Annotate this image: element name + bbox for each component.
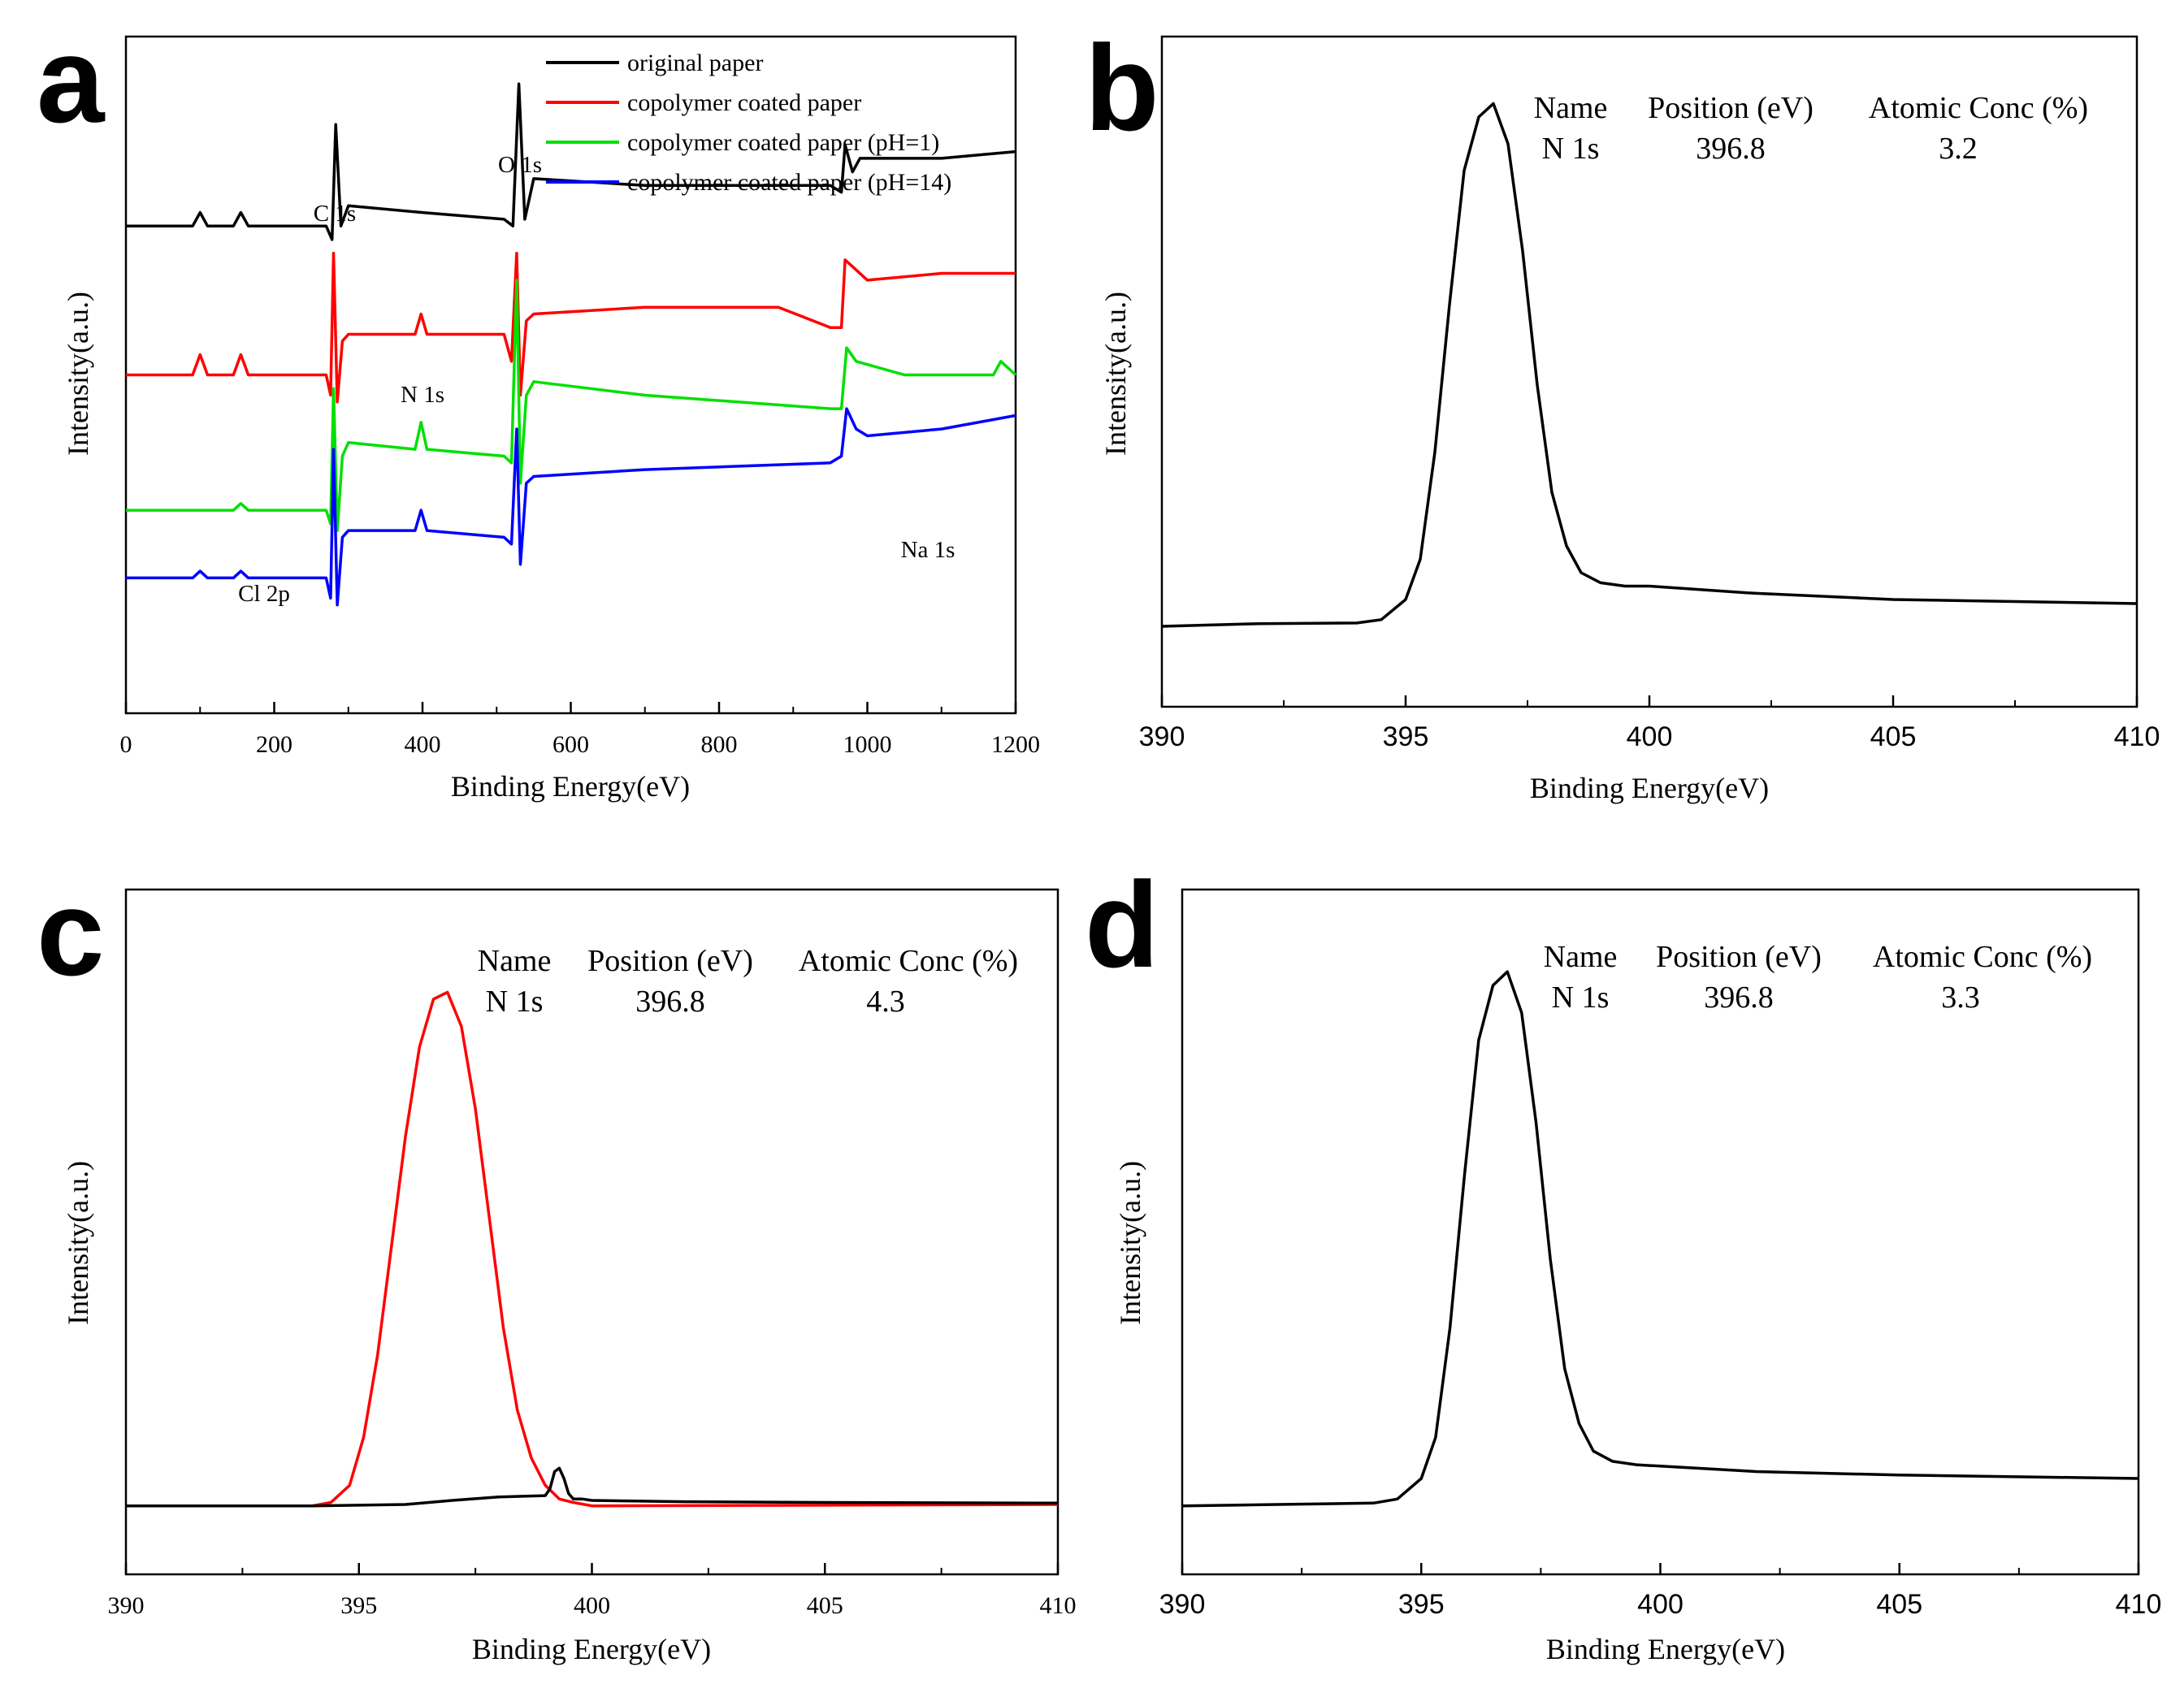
x-axis-b: 390 395 400 405 410 [1139,695,2160,752]
series-line-a-2 [126,279,1017,532]
x-tick-label-b-0: 390 [1139,721,1185,752]
panel-a: a 0 200 400 600 800 1000 1200 Binding Energy(e… [37,11,1040,803]
table-cell-position-d: 396.8 [1704,981,1774,1015]
x-tick-label-b-4: 410 [2114,721,2160,752]
y-axis-title-d: Intensity(a.u.) [1114,1161,1146,1325]
series-group-d [1181,970,2139,1508]
y-axis-title-b: Intensity(a.u.) [1099,292,1132,456]
series-line-d-0 [1181,970,2139,1508]
panel-letter-a: a [37,11,106,148]
x-tick-label-a-4: 800 [701,731,738,758]
table-header-conc-d: Atomic Conc (%) [1873,940,2092,974]
x-axis-title-b: Binding Energy(eV) [1530,772,1769,804]
x-tick-label-b-2: 400 [1627,721,1673,752]
x-tick-label-c-4: 410 [1040,1592,1077,1619]
series-group-a [126,82,1017,607]
panel-letter-b: b [1085,19,1159,156]
x-tick-label-b-3: 405 [1870,721,1917,752]
legend-label-ph14: copolymer coated paper (pH=14) [627,169,951,196]
x-tick-label-d-2: 400 [1637,1589,1684,1620]
x-tick-label-d-3: 405 [1876,1589,1922,1620]
x-tick-label-d-0: 390 [1159,1589,1206,1620]
x-tick-label-c-3: 405 [807,1592,843,1619]
table-header-position-b: Position (eV) [1648,91,1814,125]
x-tick-label-b-1: 395 [1383,721,1429,752]
info-table-c: Name Position (eV) Atomic Conc (%) N 1s … [478,944,1018,1019]
x-axis-d: 390 395 400 405 410 [1159,1563,2162,1620]
panel-letter-d: d [1085,856,1159,993]
series-group-b [1161,102,2138,628]
table-cell-position-c: 396.8 [635,985,705,1019]
x-tick-label-d-1: 395 [1398,1589,1445,1620]
legend-label-original: original paper [627,50,763,76]
plot-frame-d [1181,888,2140,1576]
plot-frame-b [1160,35,2138,708]
info-table-d: Name Position (eV) Atomic Conc (%) N 1s … [1544,940,2092,1015]
x-tick-label-d-4: 410 [2116,1589,2162,1620]
x-tick-label-a-0: 0 [120,731,132,758]
annotation-n1s: N 1s [401,382,444,408]
legend-label-ph1: copolymer coated paper (pH=1) [627,129,939,156]
x-tick-label-a-3: 600 [552,731,589,758]
panel-d: d 390 395 400 405 410 Binding Energy(eV) Int… [1085,856,2161,1665]
series-line-a-0 [126,82,1016,241]
series-line-c-0 [126,990,1059,1508]
x-axis-title-c: Binding Energy(eV) [472,1633,711,1665]
table-header-conc-b: Atomic Conc (%) [1869,91,2088,125]
series-group-c [126,990,1059,1508]
x-axis-title-d: Binding Energy(eV) [1546,1633,1785,1665]
table-header-name-d: Name [1544,940,1618,974]
table-cell-conc-c: 4.3 [866,985,905,1019]
plot-frame-c [124,888,1060,1576]
table-cell-name-b: N 1s [1542,132,1600,166]
table-cell-name-c: N 1s [486,985,544,1019]
series-line-c-1 [126,1466,1059,1508]
x-tick-label-c-1: 395 [340,1592,377,1619]
table-cell-conc-d: 3.3 [1941,981,1980,1015]
x-tick-label-c-0: 390 [108,1592,145,1619]
y-axis-title-a: Intensity(a.u.) [62,292,94,456]
table-header-conc-c: Atomic Conc (%) [799,944,1018,978]
table-header-name-c: Name [478,944,552,978]
table-cell-name-d: N 1s [1552,981,1610,1015]
panel-letter-c: c [37,864,104,1001]
table-header-position-c: Position (eV) [587,944,753,978]
panel-b: b 390 395 400 405 410 Binding Energy(eV) Int… [1085,19,2160,804]
annotation-o1s: O 1s [498,152,542,178]
annotation-cl2p: Cl 2p [238,581,290,607]
table-header-position-d: Position (eV) [1656,940,1822,974]
x-axis-c: 390 395 400 405 410 [108,1563,1077,1619]
panel-c: c 390 395 400 405 410 Binding Energy(eV) Int… [37,864,1077,1665]
x-axis-title-a: Binding Energy(eV) [451,770,690,803]
annotation-na1s: Na 1s [901,537,956,563]
series-line-b-0 [1161,102,2138,628]
table-header-name-b: Name [1534,91,1608,125]
series-line-a-3 [126,407,1016,607]
x-tick-label-a-2: 400 [405,731,441,758]
y-axis-title-c: Intensity(a.u.) [62,1161,94,1325]
x-tick-label-a-6: 1200 [991,731,1040,758]
annotation-c1s: C 1s [314,201,356,227]
table-cell-conc-b: 3.2 [1939,132,1978,166]
x-tick-label-c-2: 400 [574,1592,610,1619]
x-axis-a: 0 200 400 600 800 1000 1200 [120,702,1040,758]
x-tick-label-a-1: 200 [256,731,292,758]
legend-label-coated: copolymer coated paper [627,89,861,116]
table-cell-position-b: 396.8 [1696,132,1766,166]
series-line-a-1 [126,251,1016,404]
info-table-b: Name Position (eV) Atomic Conc (%) N 1s … [1534,91,2088,166]
x-tick-label-a-5: 1000 [843,731,892,758]
legend-a: original paper copolymer coated paper co… [546,50,951,196]
